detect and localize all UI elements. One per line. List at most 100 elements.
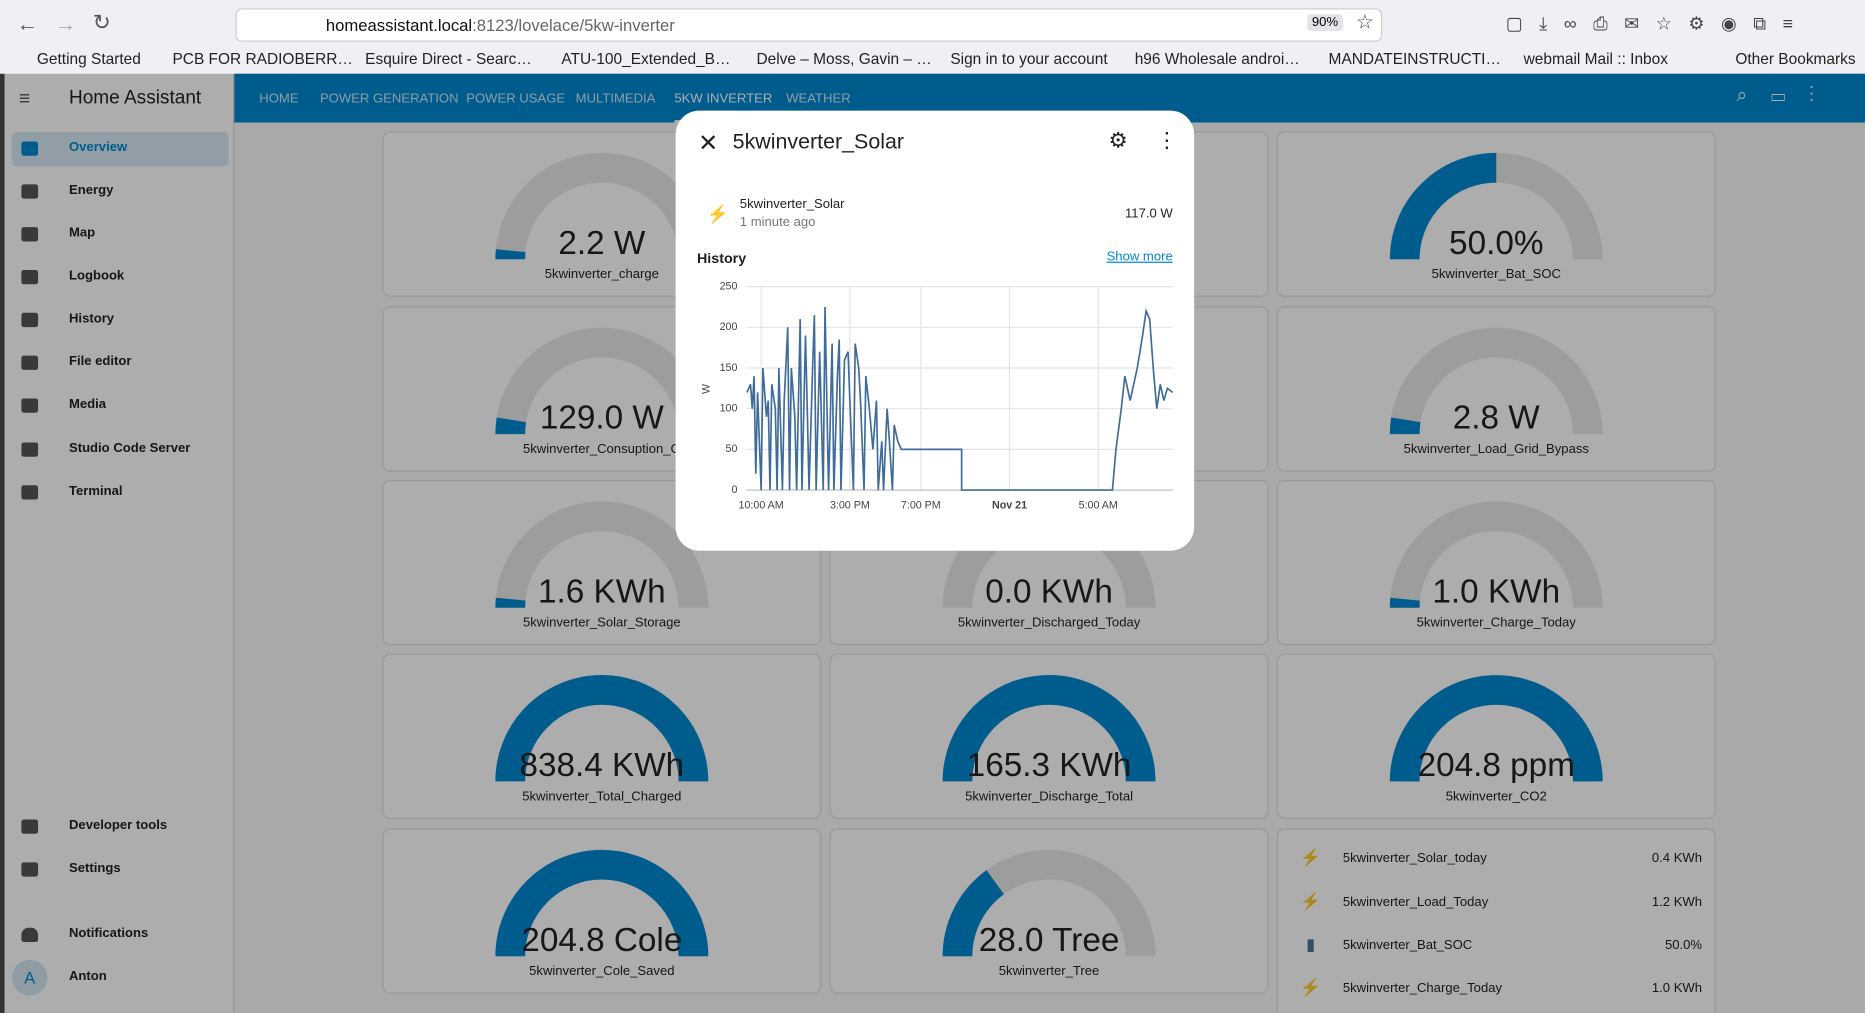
card <box>1276 828 1716 1013</box>
more-button[interactable]: ⋮ <box>1156 128 1178 153</box>
tab[interactable]: MULTIMEDIA <box>575 91 656 106</box>
nav-item[interactable]: Studio Code Server <box>68 441 191 456</box>
bookmark[interactable]: webmail Mail :: Inbox <box>1523 49 1669 68</box>
sidebar <box>4 73 235 1013</box>
tab[interactable]: HOME <box>259 91 299 106</box>
nav-item[interactable]: Settings <box>68 861 121 876</box>
x-tick-label: 5:00 AM <box>1079 499 1118 511</box>
nav-item[interactable]: Anton <box>68 969 107 984</box>
gauge-track <box>495 501 709 609</box>
nav-icon <box>21 355 39 370</box>
y-axis-label: W <box>700 383 712 394</box>
gauge-fill <box>495 675 709 782</box>
nav-item[interactable]: Media <box>68 397 107 412</box>
nav-icon <box>21 862 39 877</box>
url-path: :8123/lovelace/5kw-inverter <box>472 15 675 35</box>
close-button[interactable]: ✕ <box>698 130 719 158</box>
bookmark[interactable]: Other Bookmarks <box>1735 49 1856 68</box>
y-tick-label: 200 <box>720 321 738 333</box>
nav-icon <box>21 269 39 285</box>
bookmark[interactable]: Sign in to your account <box>950 49 1108 68</box>
last-changed: 1 minute ago <box>739 215 816 230</box>
toolbar-icons[interactable]: ▢⤓∞⎙✉☆⚙◉⧉≡ <box>1505 14 1810 35</box>
gauge-fill <box>1389 152 1497 260</box>
gauge-name: 5kwinverter_Consuption_G <box>523 441 681 456</box>
gauge-value: 1.0 KWh <box>1432 573 1560 610</box>
nav-icon <box>21 819 39 834</box>
show-more[interactable]: Show more <box>1106 249 1173 265</box>
gauge-fill <box>495 849 709 957</box>
settings-button[interactable]: ⚙ <box>1108 128 1128 153</box>
gauge-value: 2.2 W <box>558 225 646 262</box>
menu-icon[interactable]: ≡ <box>19 89 31 110</box>
nav-icon <box>21 927 39 943</box>
entity-icon: ⚡ <box>1300 977 1321 998</box>
back-button[interactable]: ← <box>16 11 39 36</box>
card <box>1276 131 1716 297</box>
bookmark[interactable]: ATU-100_Extended_B… <box>561 49 731 68</box>
tab[interactable]: 5KW INVERTER <box>674 91 773 106</box>
gauge-name: 5kwinverter_Discharged_Today <box>958 615 1141 630</box>
x-tick-label: 10:00 AM <box>739 499 784 511</box>
bookmark[interactable]: Delve – Moss, Gavin – … <box>756 49 932 68</box>
nav-item[interactable]: Terminal <box>68 484 123 499</box>
entity-icon: ▮ <box>1306 935 1315 954</box>
x-tick-label: 7:00 PM <box>901 499 941 511</box>
gauge-track <box>1389 327 1603 435</box>
y-tick-label: 0 <box>731 484 737 496</box>
nav-item[interactable]: Energy <box>68 183 114 198</box>
entity-name: 5kwinverter_Bat_SOC <box>1343 937 1472 952</box>
bookmark[interactable]: h96 Wholesale androi… <box>1134 49 1300 68</box>
entity-state: 1.2 KWh <box>1652 894 1702 909</box>
gauge-fill <box>1389 675 1603 782</box>
nav-item[interactable]: Developer tools <box>68 818 168 833</box>
tab[interactable]: POWER GENERATION <box>319 91 459 106</box>
nav-icon <box>21 485 39 500</box>
nav-icon <box>21 442 39 457</box>
gauge-name: 5kwinverter_Charge_Today <box>1417 615 1577 630</box>
entity-icon: ⚡ <box>706 204 729 225</box>
nav-icon <box>21 398 39 413</box>
url-bar[interactable] <box>235 8 1383 42</box>
gauge-name: 5kwinverter_Discharge_Total <box>965 788 1133 803</box>
card <box>829 828 1269 994</box>
nav-item[interactable]: Map <box>68 225 96 241</box>
bookmark[interactable]: Esquire Direct - Searc… <box>365 49 532 68</box>
tab[interactable]: POWER USAGE <box>466 91 566 106</box>
avatar: A <box>11 959 48 996</box>
url-host: homeassistant.local <box>325 15 473 35</box>
gauge-value: 0.0 KWh <box>985 573 1113 610</box>
tab[interactable]: WEATHER <box>786 91 851 106</box>
gauge-value: 204.8 Cole <box>521 922 682 959</box>
gauge-fill <box>942 675 1156 782</box>
entity-icon: ⚡ <box>1300 847 1321 868</box>
entity-name: 5kwinverter_Solar <box>739 197 845 212</box>
entity-state: 117.0 W <box>1124 206 1173 222</box>
gauge-value: 204.8 ppm <box>1418 747 1575 784</box>
gauge-fill <box>495 417 527 435</box>
card <box>1276 653 1716 819</box>
gauge-name: 5kwinverter_Tree <box>999 963 1100 978</box>
gauge-name: 5kwinverter_Cole_Saved <box>529 963 674 978</box>
gauge-value: 2.8 W <box>1453 400 1541 437</box>
bookmark[interactable]: Getting Started <box>36 49 141 68</box>
bookmark[interactable]: MANDATEINSTRUCTI… <box>1328 49 1501 68</box>
gauge-fill <box>942 870 1005 957</box>
nav-item[interactable]: Notifications <box>68 926 149 941</box>
gauge-name: 5kwinverter_charge <box>545 266 659 281</box>
toolbar-actions[interactable]: ⌕▭⋮ <box>1736 85 1838 106</box>
star[interactable]: ☆ <box>1355 10 1375 34</box>
gauge-value: 165.3 KWh <box>967 747 1132 784</box>
gauge-value: 838.4 KWh <box>519 747 684 784</box>
zoom[interactable]: 90% <box>1307 14 1343 31</box>
nav-item[interactable]: Logbook <box>68 268 125 284</box>
reload-button[interactable]: ↻ <box>92 10 111 35</box>
x-tick-label: Nov 21 <box>992 499 1027 511</box>
y-tick-label: 150 <box>720 362 738 374</box>
bookmark[interactable]: PCB FOR RADIOBERR… <box>172 49 353 68</box>
nav-item[interactable]: History <box>68 311 115 326</box>
nav-item[interactable]: File editor <box>68 354 132 369</box>
nav-item[interactable]: Overview <box>68 140 128 155</box>
forward-button[interactable]: → <box>54 11 77 36</box>
